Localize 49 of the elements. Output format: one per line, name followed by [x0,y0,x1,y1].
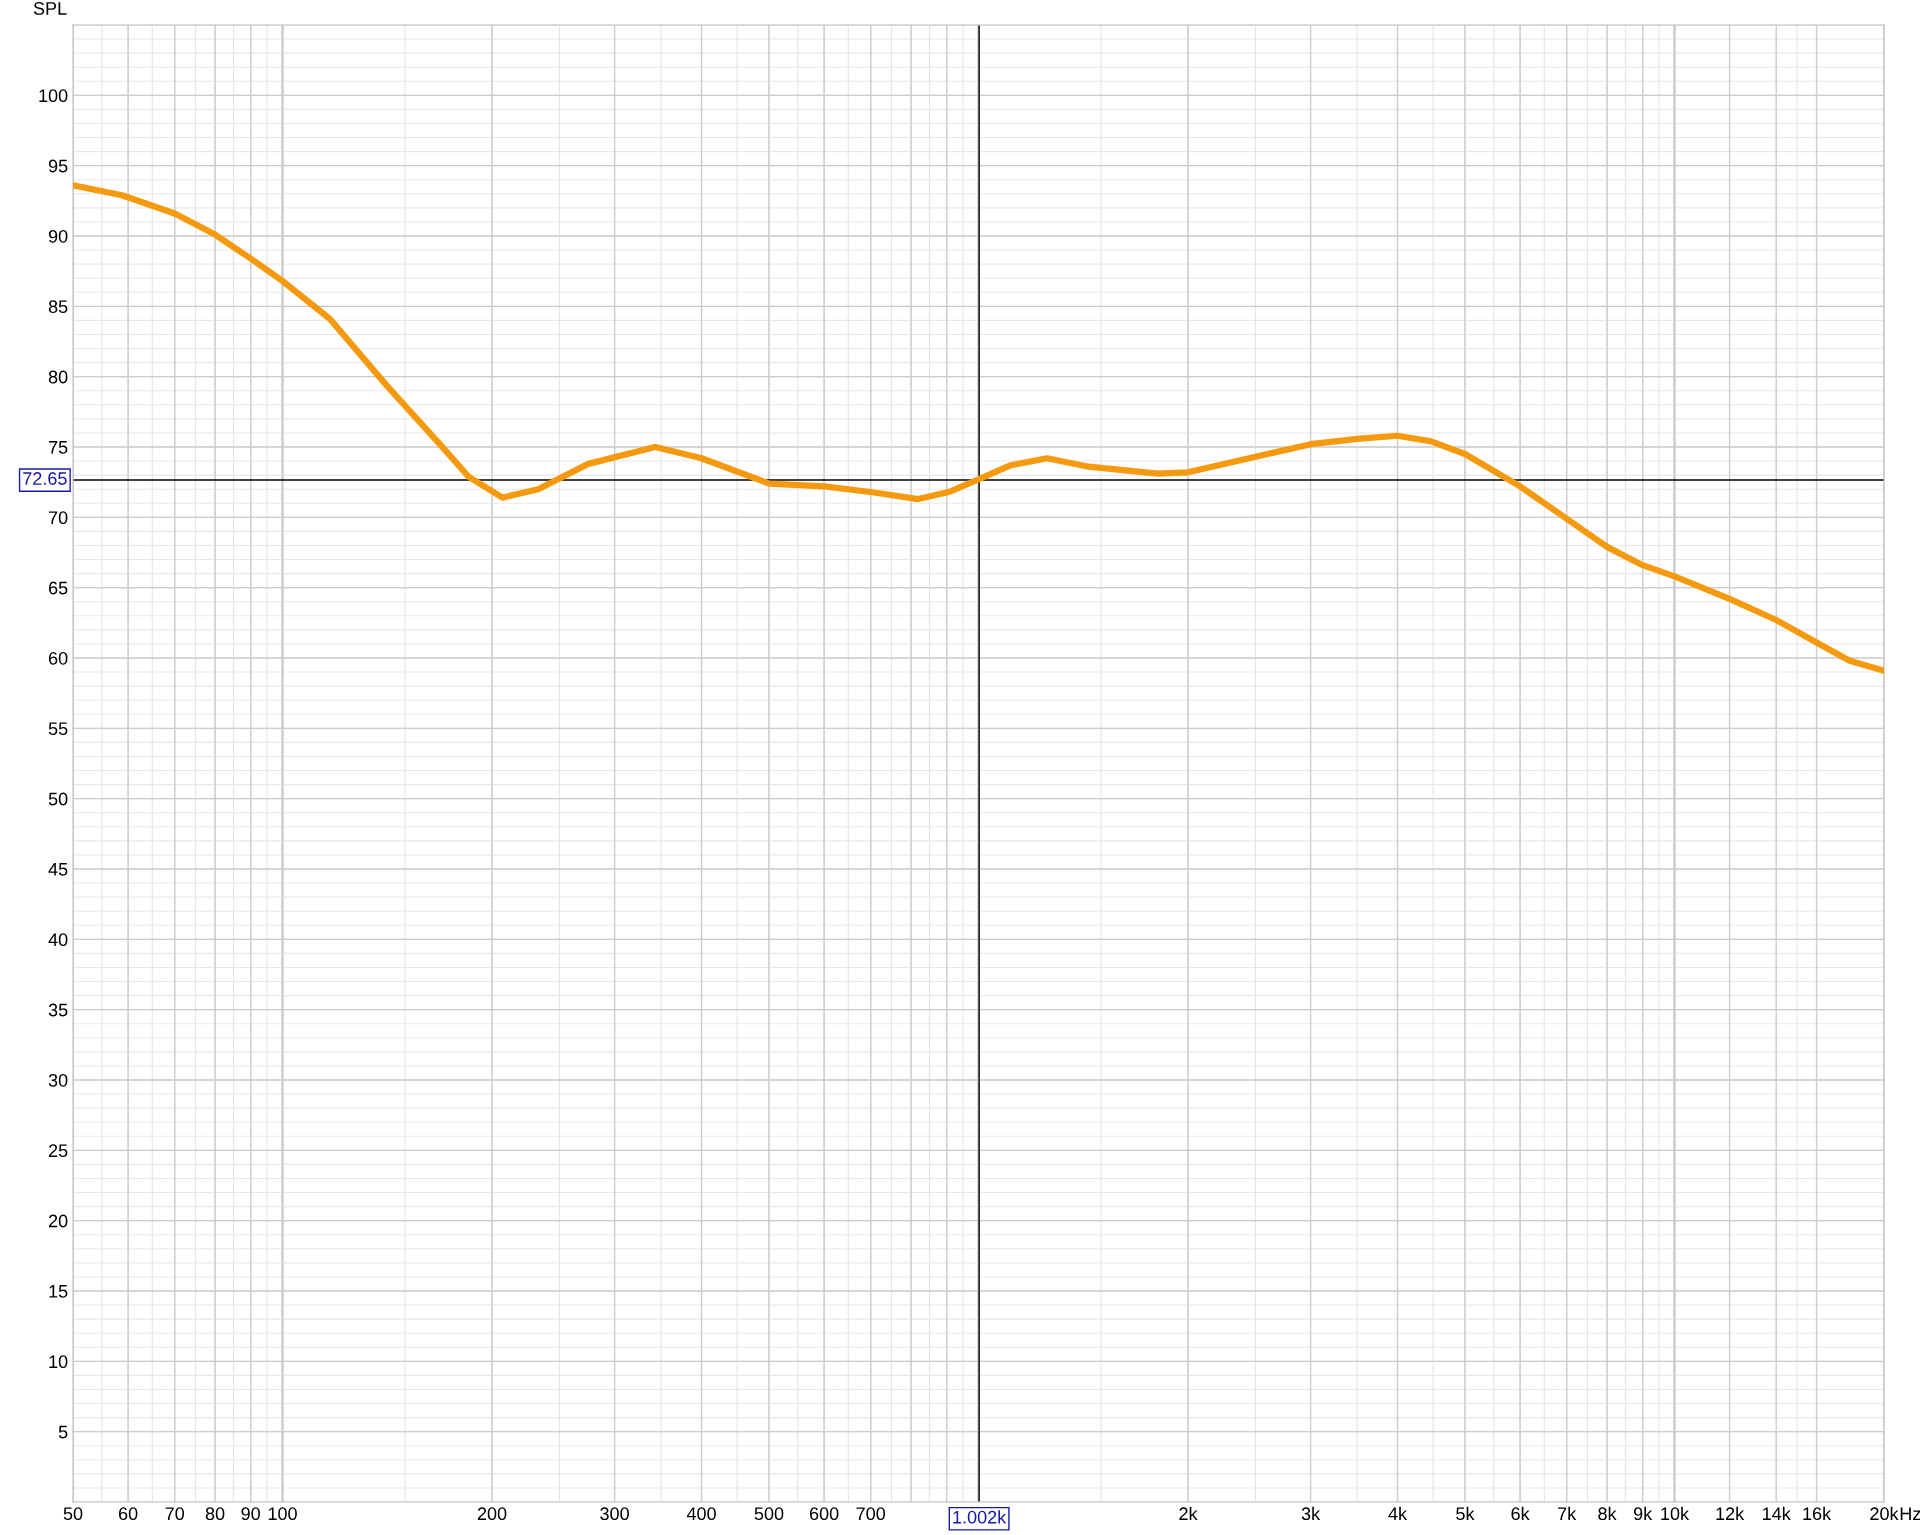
y-axis-title: SPL [33,2,67,15]
x-tick-label: 50 [63,1507,83,1521]
y-tick-label: 60 [48,651,68,665]
y-tick-label: 75 [48,441,68,454]
x-tick-label: 200 [477,1507,507,1521]
x-tick-label: 5k [1456,1506,1475,1521]
x-tick-label: 2k [1179,1506,1198,1520]
x-tick-label: 7k [1558,1506,1577,1520]
x-tick-label: 16k [1803,1506,1832,1521]
x-tick-label: 4k [1388,1506,1408,1520]
x-tick-label: 80 [205,1507,225,1521]
x-tick-label: 300 [600,1507,629,1521]
y-tick-label: 30 [48,1073,68,1087]
x-tick-label: 600 [809,1507,839,1521]
x-tick-label: 3k [1301,1506,1321,1521]
x-tick-label: 60 [118,1507,138,1521]
y-tick-label: 90 [48,229,68,243]
y-tick-label: 50 [48,792,68,806]
x-tick-label: 100 [268,1507,297,1521]
x-tick-label: 14k [1763,1506,1791,1520]
y-tick-label: 15 [49,1285,68,1298]
x-tick-label: 90 [241,1507,260,1521]
x-tick-label: 20k [1870,1506,1899,1521]
x-tick-label: 500 [754,1507,784,1521]
y-tick-label: 40 [48,933,68,947]
x-tick-label: 12k [1716,1506,1745,1520]
y-tick-label: 80 [48,370,68,384]
x-tick-label: 9k [1633,1506,1653,1521]
y-tick-label: 10 [49,1355,68,1369]
x-tick-label: 700 [856,1507,886,1521]
x-tick-label: 70 [165,1507,185,1521]
x-tick-label: 8k [1598,1506,1617,1521]
y-tick-label: 100 [39,89,68,103]
ref-line-label: 1.002k [953,1510,1007,1524]
y-tick-label: 70 [48,511,68,525]
x-tick-label: 10k [1661,1506,1690,1521]
y-tick-label: 35 [48,1003,68,1017]
y-tick-label: 5 [58,1425,68,1439]
y-tick-label: 65 [48,581,68,595]
ref-line-label: 72.65 [23,472,67,485]
x-tick-label: 6k [1511,1506,1530,1521]
y-tick-label: 20 [48,1214,68,1228]
y-tick-label: 55 [48,722,68,736]
y-tick-label: 45 [48,863,68,876]
x-tick-label: 400 [686,1507,716,1521]
y-tick-label: 95 [48,159,68,173]
x-axis-title: Hz [1900,1507,1920,1520]
y-tick-label: 85 [48,300,68,314]
y-tick-label: 25 [48,1144,68,1158]
